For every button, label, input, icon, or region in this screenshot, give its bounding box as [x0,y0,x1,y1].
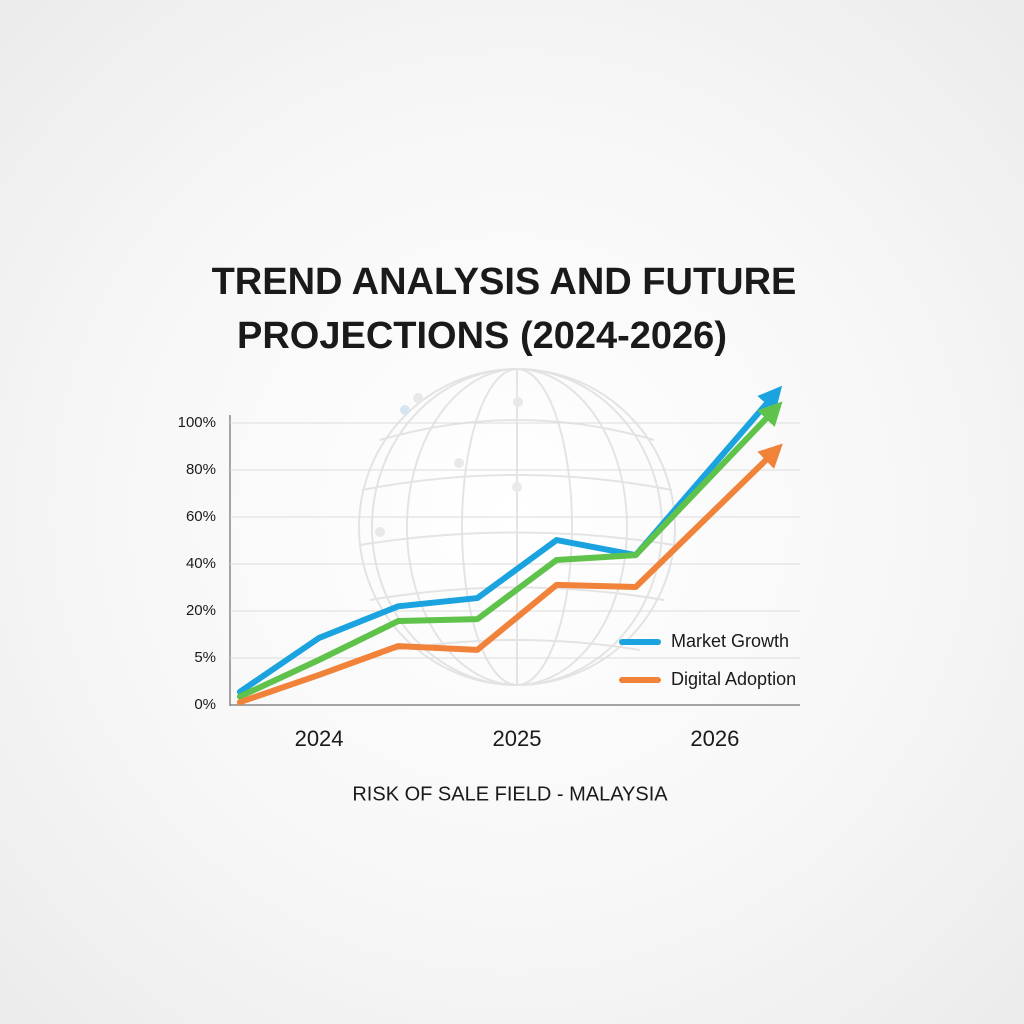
legend-label: Market Growth [671,631,789,651]
y-tick-label: 100% [178,414,216,431]
data-line [236,443,783,706]
x-tick-label: 2026 [690,726,739,751]
y-tick-label: 60% [186,508,216,525]
globe-decoration [358,368,676,686]
x-tick-label: 2025 [493,726,542,751]
chart-title: TREND ANALYSIS AND FUTURE [212,261,797,303]
data-line [236,401,783,700]
y-tick-label: 5% [194,649,216,666]
x-tick-label: 2024 [295,726,344,751]
y-tick-label: 0% [194,696,216,713]
y-tick-label: 80% [186,461,216,478]
legend-label: Digital Adoption [671,669,796,689]
y-tick-label: 20% [186,602,216,619]
y-tick-label: 40% [186,555,216,572]
subtitle: RISK OF SALE FIELD - MALAYSIA [352,783,668,805]
chart-title: PROJECTIONS (2024-2026) [237,315,727,357]
